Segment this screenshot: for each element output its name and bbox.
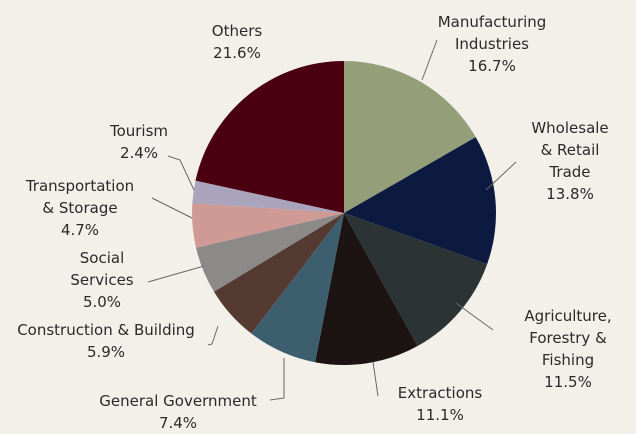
pie-slice [195, 61, 344, 213]
slice-label: Others 21.6% [212, 20, 262, 64]
leader-line [151, 197, 193, 219]
slice-label: Social Services 5.0% [70, 247, 133, 313]
value-label: 4.7% [60, 221, 100, 239]
category-label: Manufacturing Industries [437, 13, 547, 53]
value-label: 5.0% [82, 293, 122, 311]
leader-line [207, 325, 219, 346]
pie-slice [192, 203, 344, 248]
slice-label: General Government 7.4% [99, 390, 256, 434]
category-label: Wholesale & Retail Trade [531, 119, 609, 181]
slice-label: Transportation & Storage 4.7% [26, 175, 134, 241]
pie-slice [251, 213, 344, 363]
slice-label: Manufacturing Industries 16.7% [438, 11, 547, 77]
leader-line [485, 161, 517, 191]
slice-label: Agriculture, Forestry & Fishing 11.5% [524, 305, 611, 393]
leader-line [147, 265, 205, 283]
pie-slice [315, 213, 418, 365]
slice-label: Tourism 2.4% [110, 120, 168, 164]
leader-line [372, 361, 379, 397]
pie-slice [196, 213, 344, 292]
value-label: 2.4% [119, 144, 159, 162]
slice-label: Construction & Building 5.9% [17, 319, 195, 363]
category-label: Tourism [109, 122, 169, 140]
category-label: Agriculture, Forestry & Fishing [524, 307, 612, 369]
slice-label: Wholesale & Retail Trade 13.8% [531, 117, 608, 205]
leader-line [455, 302, 494, 331]
value-label: 21.6% [213, 44, 261, 62]
value-label: 7.4% [158, 414, 198, 432]
category-label: General Government [99, 392, 257, 410]
category-label: Extractions [397, 384, 483, 402]
slice-label: Extractions 11.1% [398, 382, 482, 426]
value-label: 16.7% [468, 57, 516, 75]
pie-slice [344, 137, 496, 265]
value-label: 11.5% [544, 373, 592, 391]
category-label: Others [211, 22, 263, 40]
value-label: 5.9% [86, 343, 126, 361]
leader-line [421, 39, 438, 81]
category-label: Transportation & Storage [25, 177, 135, 217]
pie-slice [344, 213, 488, 347]
pie-slice [192, 180, 344, 213]
leader-line [269, 358, 285, 401]
category-label: Construction & Building [17, 321, 195, 339]
pie-slice [213, 213, 344, 334]
category-label: Social Services [70, 249, 134, 289]
pie-slice [344, 61, 476, 213]
leader-line [167, 155, 195, 191]
slices [192, 61, 496, 365]
value-label: 11.1% [416, 406, 464, 424]
value-label: 13.8% [546, 185, 594, 203]
